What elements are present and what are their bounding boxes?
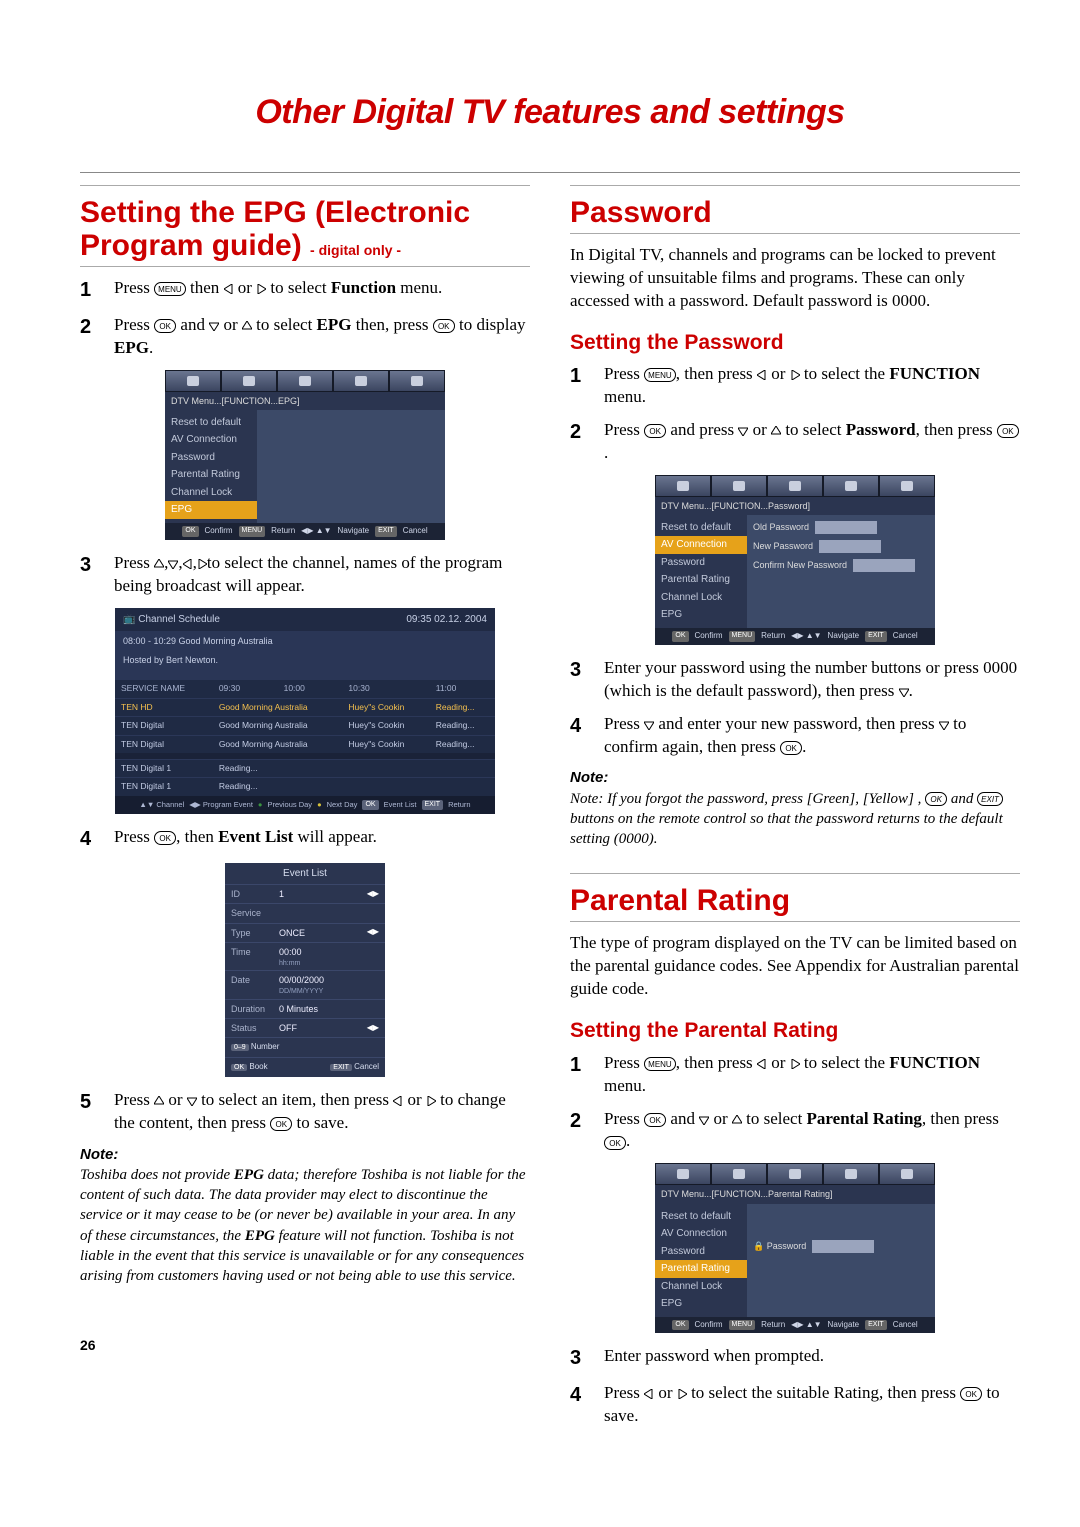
epg-step-5: Press or to select an item, then press o… xyxy=(114,1089,530,1135)
setting-parental-heading: Setting the Parental Rating xyxy=(570,1017,1020,1045)
ok-icon: OK xyxy=(433,319,455,333)
event-list-screenshot: Event List ID1◀▶ Service TypeONCE◀▶ Time… xyxy=(225,863,385,1077)
pw-step-1: Press MENU, then press or to select the … xyxy=(604,363,1020,409)
pr-step-3: Enter password when prompted. xyxy=(604,1345,1020,1372)
password-osd-screenshot: DTV Menu...[FUNCTION...Password] Reset t… xyxy=(655,475,935,645)
pr-step-4: Press or to select the suitable Rating, … xyxy=(604,1382,1020,1428)
epg-heading: Setting the EPG (Electronic Program guid… xyxy=(80,196,530,262)
pw-note-body: Note: If you forgot the password, press … xyxy=(570,789,1020,850)
epg-step-1: Press MENU then or to select Function me… xyxy=(114,277,530,304)
ok-icon: OK xyxy=(997,424,1019,438)
menu-icon: MENU xyxy=(154,282,186,296)
down-triangle-icon xyxy=(209,321,219,331)
menu-icon: MENU xyxy=(644,1057,676,1071)
left-column: Setting the EPG (Electronic Program guid… xyxy=(80,185,530,1438)
epg-note-body: Toshiba does not provide EPG data; there… xyxy=(80,1165,530,1287)
pr-step-1: Press MENU, then press or to select the … xyxy=(604,1052,1020,1098)
pw-step-2: Press OK and press or to select Password… xyxy=(604,419,1020,465)
page-title: Other Digital TV features and settings xyxy=(80,90,1020,136)
pw-step-3: Enter your password using the number but… xyxy=(604,657,1020,703)
ok-icon: OK xyxy=(270,1117,292,1131)
left-triangle-icon xyxy=(224,284,234,294)
right-triangle-icon xyxy=(256,284,266,294)
parental-intro: The type of program displayed on the TV … xyxy=(570,932,1020,1001)
epg-osd-screenshot: DTV Menu...[FUNCTION...EPG] Reset to def… xyxy=(165,370,445,540)
ok-icon: OK xyxy=(154,319,176,333)
menu-icon: MENU xyxy=(644,368,676,382)
password-intro: In Digital TV, channels and programs can… xyxy=(570,244,1020,313)
exit-icon: EXIT xyxy=(977,792,1003,806)
ok-icon: OK xyxy=(925,792,947,806)
pw-note-label: Note: xyxy=(570,768,1020,788)
ok-icon: OK xyxy=(644,1113,666,1127)
pw-step-4: Press and enter your new password, then … xyxy=(604,713,1020,759)
page-number: 26 xyxy=(80,1336,530,1355)
right-column: Password In Digital TV, channels and pro… xyxy=(570,185,1020,1438)
parental-heading: Parental Rating xyxy=(570,884,1020,917)
title-rule xyxy=(80,172,1020,173)
password-heading: Password xyxy=(570,196,1020,229)
ok-icon: OK xyxy=(780,741,802,755)
epg-step-2: Press OK and or to select EPG then, pres… xyxy=(114,314,530,360)
epg-note-label: Note: xyxy=(80,1145,530,1165)
ok-icon: OK xyxy=(960,1387,982,1401)
ok-icon: OK xyxy=(154,831,176,845)
ok-icon: OK xyxy=(644,424,666,438)
setting-password-heading: Setting the Password xyxy=(570,329,1020,357)
epg-step-4: Press OK, then Event List will appear. xyxy=(114,826,530,853)
ok-icon: OK xyxy=(604,1136,626,1150)
parental-osd-screenshot: DTV Menu...[FUNCTION...Parental Rating] … xyxy=(655,1163,935,1333)
epg-step-3: Press ,,,to select the channel, names of… xyxy=(114,552,530,598)
channel-schedule-screenshot: 📺 Channel Schedule09:35 02.12. 2004 08:0… xyxy=(115,608,495,814)
pr-step-2: Press OK and or to select Parental Ratin… xyxy=(604,1108,1020,1154)
up-triangle-icon xyxy=(242,321,252,331)
